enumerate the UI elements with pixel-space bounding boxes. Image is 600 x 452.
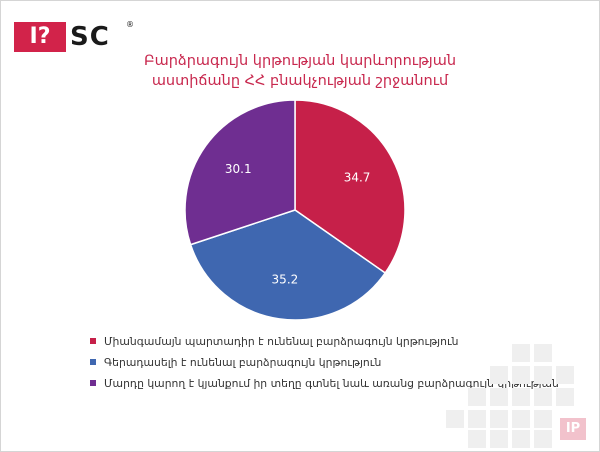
legend-swatch-mandatory xyxy=(90,338,96,344)
pie-slice-mandatory xyxy=(294,99,406,275)
data-label-preferable: 35.2 xyxy=(272,272,299,286)
ipsc-logo: I? SC ® xyxy=(14,20,136,52)
registered-mark: ® xyxy=(126,20,134,29)
legend-label-mandatory: Միանգամայն պարտադիր է ունենալ բարձրագույ… xyxy=(104,335,459,348)
watermark-logo: IP xyxy=(560,418,586,440)
legend-label-not-needed: Մարդը կարող է կյանքում իր տեղը գտնել նաև… xyxy=(104,377,559,390)
logo-wordmark: SC xyxy=(70,22,110,52)
logo-mark: I? xyxy=(14,22,66,52)
data-label-not-needed: 30.1 xyxy=(225,162,252,176)
chart-title-line-2: աստիճանը ՀՀ բնակչության շրջանում xyxy=(151,73,449,89)
data-label-mandatory: 34.7 xyxy=(344,171,371,185)
logo-mark-text: I? xyxy=(29,24,51,49)
pie-slice-not-needed xyxy=(184,99,296,246)
chart-title: Բարձրագույն կրթության կարևորության աստիճ… xyxy=(60,51,540,91)
pie-slice-preferable xyxy=(189,209,387,321)
legend-swatch-preferable xyxy=(90,359,96,365)
chart-title-line-1: Բարձրագույն կրթության կարևորության xyxy=(143,53,457,69)
legend-swatch-not-needed xyxy=(90,380,96,386)
legend-label-preferable: Գերադասելի է ունենալ բարձրագույն կրթությ… xyxy=(104,356,382,369)
